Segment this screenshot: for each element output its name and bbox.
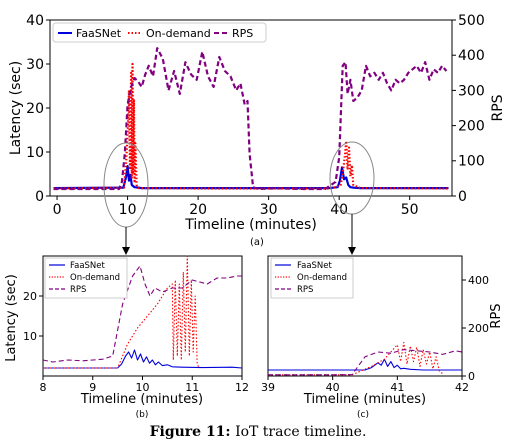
- panel-c-xlabel: Timeline (minutes): [303, 392, 426, 407]
- y2-tick-label: 500: [458, 13, 485, 29]
- panel-a-ylabel: Latency (sec): [8, 61, 24, 155]
- series-line-faasnet: [268, 359, 462, 370]
- y2-tick-label: 400: [468, 274, 489, 287]
- panel-a-legend: FaaSNet On-demand RPS: [53, 23, 266, 42]
- legend-label-ondemand: On-demand: [70, 273, 120, 283]
- legend-label-ondemand: On-demand: [297, 273, 347, 283]
- y2-tick-label: 100: [458, 154, 485, 170]
- y-tick-label: 10: [26, 145, 44, 161]
- zoom-arrowhead-left: [122, 247, 130, 255]
- y2-tick-label: 200: [468, 322, 489, 335]
- panel-c-y2label: RPS: [489, 303, 504, 328]
- y-tick-label: 40: [26, 13, 44, 29]
- panel-b-legend: FaaSNet On-demand RPS: [45, 258, 127, 298]
- y2-tick-label: 200: [458, 119, 485, 135]
- panel-a-label: (a): [250, 237, 264, 248]
- legend-label-faasnet: FaaSNet: [297, 261, 333, 271]
- x-tick-label: 40: [330, 202, 348, 218]
- legend-label-rps: RPS: [232, 27, 253, 40]
- legend-label-faasnet: FaaSNet: [70, 261, 106, 271]
- series-line-faasnet: [43, 350, 242, 368]
- series-line-faasnet: [54, 166, 449, 188]
- y2-tick-label: 0: [468, 370, 475, 383]
- y2-tick-label: 400: [458, 48, 485, 64]
- x-tick-label: 10: [119, 202, 137, 218]
- y-tick-label: 30: [26, 57, 44, 73]
- x-tick-label: 8: [40, 381, 47, 394]
- panel-b-xlabel: Timeline (minutes): [80, 392, 203, 407]
- x-tick-label: 20: [189, 202, 207, 218]
- caption-label: Figure 11:: [150, 424, 231, 440]
- legend-label-ondemand: On-demand: [146, 27, 211, 40]
- y-tick-label: 20: [26, 101, 44, 117]
- y2-tick-label: 300: [458, 83, 485, 99]
- caption-text: IoT trace timeline.: [235, 424, 366, 440]
- y-tick-label: 10: [23, 330, 37, 343]
- y2-tick-label: 0: [458, 189, 467, 205]
- y-tick-label: 20: [23, 290, 37, 303]
- y-tick-label: 0: [35, 189, 44, 205]
- panel-a: 0 10 20 30 40 50 0 10 20 30 40 0 100 200 300 400 500 T…: [8, 13, 506, 255]
- zoom-arrowhead-right: [348, 247, 356, 255]
- figure-caption: Figure 11: IoT trace timeline.: [0, 424, 516, 440]
- panel-a-xlabel: Timeline (minutes): [184, 217, 317, 233]
- panel-b-ylabel: Latency (sec): [4, 274, 19, 362]
- panel-a-frame: [50, 20, 452, 196]
- panel-a-y2label: RPS: [490, 94, 506, 121]
- x-tick-label: 12: [235, 381, 249, 394]
- series-line-rps: [54, 48, 447, 189]
- x-tick-label: 42: [455, 381, 469, 394]
- x-tick-label: 0: [53, 202, 62, 218]
- x-tick-label: 50: [401, 202, 419, 218]
- panel-c-legend: FaaSNet On-demand RPS: [271, 258, 353, 298]
- x-tick-label: 30: [260, 202, 278, 218]
- series-line-on-demand: [54, 64, 449, 189]
- legend-label-rps: RPS: [297, 285, 313, 295]
- x-tick-label: 39: [261, 381, 275, 394]
- legend-label-faasnet: FaaSNet: [76, 27, 122, 40]
- panel-c-label: (c): [357, 410, 369, 420]
- series-line-rps: [268, 350, 462, 375]
- legend-label-rps: RPS: [70, 285, 86, 295]
- panel-b-label: (b): [136, 410, 149, 420]
